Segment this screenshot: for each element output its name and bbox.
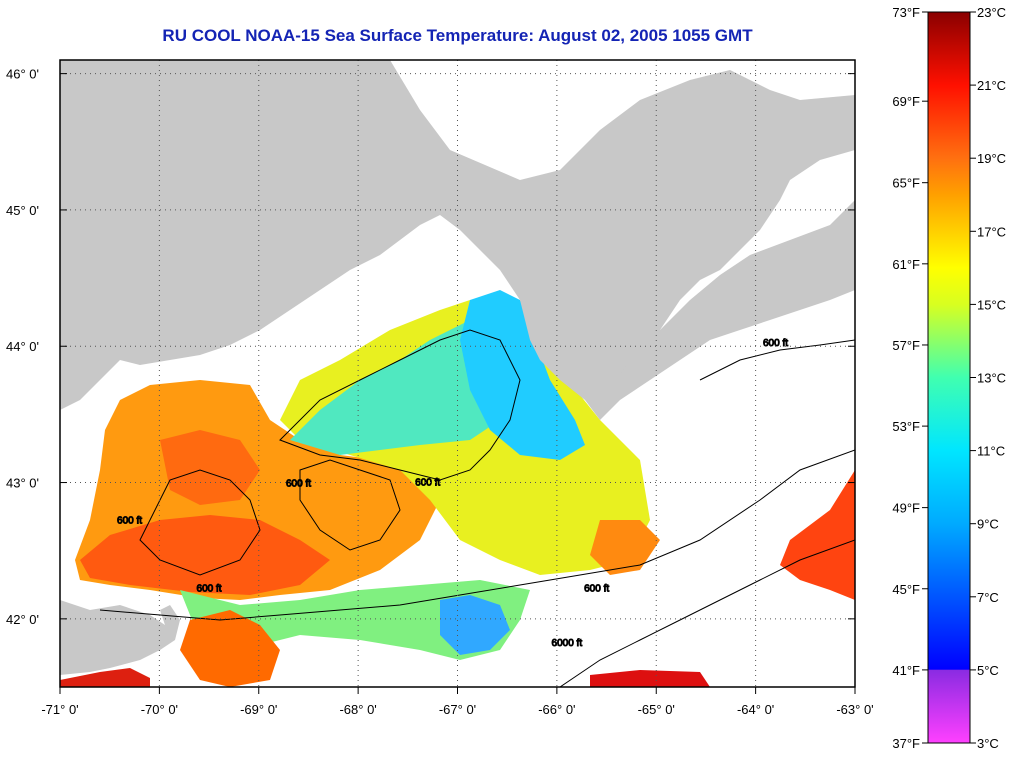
- sst-cool-region: [290, 320, 520, 455]
- lat-tick-label: 43° 0': [6, 476, 39, 491]
- contour-600ft-west: [139, 469, 261, 576]
- colorbar-f-label: 65°F: [892, 176, 920, 191]
- sst-hot-core-2: [160, 430, 260, 505]
- sst-cold-region: [460, 290, 585, 460]
- lon-tick-label: -69° 0': [240, 702, 277, 717]
- colorbar-c-label: 5°C: [977, 663, 999, 678]
- colorbar-f-label: 69°F: [892, 94, 920, 109]
- sst-sw-edge-hot: [60, 668, 150, 687]
- map-title: RU COOL NOAA-15 Sea Surface Temperature:…: [162, 26, 753, 45]
- colorbar: 73°F 69°F 65°F 61°F 57°F 53°F 49°F 45°F 41°F 37°F…: [892, 5, 1006, 751]
- colorbar-c-label: 11°C: [977, 444, 1005, 459]
- colorbar-c-label: 13°C: [977, 371, 1006, 386]
- contour-600ft-northeast: [699, 339, 855, 381]
- lat-tick-label: 46° 0': [6, 67, 39, 82]
- colorbar-c-label: 3°C: [977, 736, 999, 751]
- colorbar-c-label: 19°C: [977, 151, 1006, 166]
- colorbar-c-label: 9°C: [977, 517, 999, 532]
- sst-south-edge-hot: [590, 670, 710, 687]
- contour-6000ft: [559, 539, 855, 687]
- colorbar-f-label: 57°F: [892, 338, 920, 353]
- colorbar-f-label: 41°F: [892, 663, 920, 678]
- contour-label: 600 ft: [415, 477, 440, 488]
- contour-600ft-gulf: [279, 329, 521, 481]
- sst-east-hot: [780, 470, 855, 600]
- land-nova-scotia: [600, 200, 855, 420]
- lon-tick-label: -67° 0': [439, 702, 476, 717]
- lon-tick-label: -64° 0': [737, 702, 774, 717]
- colorbar-f-label: 61°F: [892, 257, 920, 272]
- lat-tick-label: 45° 0': [6, 203, 39, 218]
- colorbar-f-label: 53°F: [892, 419, 920, 434]
- colorbar-gradient: [927, 11, 971, 744]
- colorbar-c-label: 17°C: [977, 224, 1006, 239]
- contour-label: 600 ft: [286, 479, 311, 490]
- longitude-ticks: -71° 0' -70° 0' -69° 0' -68° 0' -67° 0' -66° …: [41, 687, 874, 717]
- colorbar-f-label: 45°F: [892, 582, 920, 597]
- contour-600ft-central: [299, 459, 401, 551]
- sst-south-warm: [180, 610, 280, 687]
- contour-label: 600 ft: [117, 515, 142, 526]
- colorbar-f-label: 73°F: [892, 5, 920, 20]
- lon-tick-label: -71° 0': [41, 702, 78, 717]
- lat-tick-label: 42° 0': [6, 612, 39, 627]
- latitude-ticks: 46° 0' 45° 0' 44° 0' 43° 0' 42° 0': [6, 67, 855, 627]
- colorbar-c-label: 21°C: [977, 78, 1006, 93]
- colorbar-c-label: 23°C: [977, 5, 1006, 20]
- contour-label: 6000 ft: [552, 638, 583, 649]
- land-cape-cod: [60, 600, 170, 675]
- colorbar-c-label: 15°C: [977, 297, 1006, 312]
- contour-labels: 600 ft 600 ft 600 ft 600 ft 600 ft 600 ft 6000…: [117, 338, 789, 650]
- colorbar-f-label: 49°F: [892, 501, 920, 516]
- lon-tick-label: -68° 0': [339, 702, 376, 717]
- lon-tick-label: -63° 0': [836, 702, 873, 717]
- colorbar-fahrenheit-labels: 73°F 69°F 65°F 61°F 57°F 53°F 49°F 45°F 41°F 37°F: [892, 5, 928, 751]
- colorbar-c-label: 7°C: [977, 590, 999, 605]
- contour-label: 600 ft: [584, 584, 609, 595]
- lon-tick-label: -70° 0': [141, 702, 178, 717]
- colorbar-celsius-labels: 23°C 21°C 19°C 17°C 15°C 13°C 11°C 9°C 7°C 5°C 3°C: [970, 5, 1006, 751]
- contour-label: 600 ft: [197, 584, 222, 595]
- lon-tick-label: -66° 0': [538, 702, 575, 717]
- sst-east-warm: [590, 520, 660, 575]
- lon-tick-label: -65° 0': [638, 702, 675, 717]
- contour-label: 600 ft: [763, 338, 788, 349]
- colorbar-f-label: 37°F: [892, 736, 920, 751]
- map-area: 600 ft 600 ft 600 ft 600 ft 600 ft 600 ft 6000…: [6, 59, 874, 717]
- lat-tick-label: 44° 0': [6, 339, 39, 354]
